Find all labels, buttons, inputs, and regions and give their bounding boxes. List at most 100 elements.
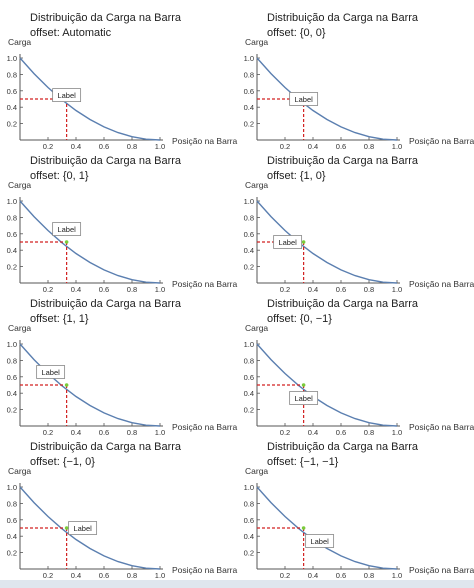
chart-subtitle: offset: {1, 0} — [267, 170, 326, 182]
y-tick-label: 0.2 — [244, 263, 254, 272]
data-point — [301, 383, 306, 387]
x-tick-label: 0.2 — [43, 428, 53, 437]
label-box — [52, 222, 82, 236]
x-tick-label: 0.6 — [99, 428, 109, 437]
x-tick-label: 1.0 — [155, 285, 165, 294]
chart-title: Distribuição da Carga na Barra — [30, 441, 182, 453]
x-axis-label: Posição na Barra — [172, 279, 238, 289]
series-line — [256, 200, 398, 284]
y-tick-label: 0.2 — [7, 120, 17, 129]
label-box — [289, 92, 319, 106]
x-tick-label: 0.4 — [308, 428, 318, 437]
x-tick-label: 0.4 — [71, 142, 81, 151]
y-tick-label: 0.2 — [7, 406, 17, 415]
x-axis-label: Posição na Barra — [409, 279, 474, 289]
chart-plot: 0.2 0.4 0.6 0.8 1.0 0.2 0.4 0.6 0.8 1.0 Label — [244, 483, 402, 580]
y-axis-label: Carga — [245, 37, 269, 47]
x-axis-label: Posição na Barra — [172, 565, 238, 575]
label-box — [305, 534, 335, 548]
y-tick-label: 0.4 — [244, 103, 254, 112]
y-tick-label: 0.8 — [244, 213, 254, 222]
x-axis-label: Posição na Barra — [172, 422, 238, 432]
data-point — [64, 383, 69, 387]
y-tick-label: 0.8 — [7, 70, 17, 79]
y-tick-label: 1.0 — [244, 340, 254, 349]
chart-plot: 0.2 0.4 0.6 0.8 1.0 0.2 0.4 0.6 0.8 1.0 Label — [7, 340, 165, 437]
y-tick-label: 0.4 — [244, 246, 254, 255]
x-tick-label: 1.0 — [155, 571, 165, 580]
x-tick-label: 0.8 — [364, 571, 374, 580]
label-box — [289, 391, 319, 405]
y-tick-label: 0.4 — [7, 389, 17, 398]
y-axis-label: Carga — [8, 466, 32, 476]
y-tick-label: 0.4 — [7, 246, 17, 255]
y-tick-label: 0.6 — [7, 373, 17, 382]
x-axis-label: Posição na Barra — [409, 136, 474, 146]
x-axis-label: Posição na Barra — [172, 136, 238, 146]
chart-panel: Distribuição da Carga na Barra offset: {… — [237, 0, 474, 151]
y-axis-label: Carga — [245, 323, 269, 333]
chart-plot: 0.2 0.4 0.6 0.8 1.0 0.2 0.4 0.6 0.8 1.0 Label — [244, 197, 402, 294]
y-tick-label: 0.6 — [7, 230, 17, 239]
y-tick-label: 0.4 — [7, 103, 17, 112]
chart-title: Distribuição da Carga na Barra — [30, 155, 182, 167]
series-line — [19, 486, 161, 570]
x-tick-label: 0.4 — [71, 571, 81, 580]
label-text: Label — [278, 238, 297, 247]
y-tick-label: 0.2 — [244, 549, 254, 558]
chart-subtitle: offset: {0, 0} — [267, 27, 326, 39]
y-tick-label: 1.0 — [7, 197, 17, 206]
chart-panel: Distribuição da Carga na Barra offset: {… — [0, 429, 238, 580]
chart-plot: 0.2 0.4 0.6 0.8 1.0 0.2 0.4 0.6 0.8 1.0 Label — [244, 54, 402, 151]
x-tick-label: 0.8 — [364, 285, 374, 294]
y-tick-label: 1.0 — [244, 197, 254, 206]
series-line — [256, 486, 398, 570]
chart-subtitle: offset: {−1, 0} — [30, 456, 95, 468]
x-tick-label: 0.2 — [280, 571, 290, 580]
x-tick-label: 0.8 — [364, 142, 374, 151]
x-tick-label: 0.8 — [127, 428, 137, 437]
y-tick-label: 1.0 — [7, 54, 17, 63]
y-tick-label: 1.0 — [244, 54, 254, 63]
x-tick-label: 0.4 — [308, 285, 318, 294]
y-tick-label: 0.2 — [7, 549, 17, 558]
x-tick-label: 1.0 — [392, 285, 402, 294]
chart-plot: 0.2 0.4 0.6 0.8 1.0 0.2 0.4 0.6 0.8 1.0 Label — [7, 54, 165, 151]
series-line — [256, 57, 398, 141]
y-tick-label: 0.2 — [7, 263, 17, 272]
x-tick-label: 0.6 — [99, 142, 109, 151]
x-tick-label: 1.0 — [155, 428, 165, 437]
x-tick-label: 0.2 — [43, 571, 53, 580]
y-tick-label: 1.0 — [7, 340, 17, 349]
chart-panel: Distribuição da Carga na Barra offset: {… — [237, 143, 474, 294]
y-axis-label: Carga — [8, 323, 32, 333]
chart-panel: Distribuição da Carga na Barra offset: A… — [0, 0, 238, 151]
x-tick-label: 0.2 — [280, 142, 290, 151]
y-axis-label: Carga — [8, 180, 32, 190]
x-tick-label: 1.0 — [392, 142, 402, 151]
x-tick-label: 0.4 — [71, 428, 81, 437]
chart-subtitle: offset: {0, −1} — [267, 313, 332, 325]
data-point — [301, 526, 306, 530]
x-tick-label: 0.6 — [336, 142, 346, 151]
chart-plot: 0.2 0.4 0.6 0.8 1.0 0.2 0.4 0.6 0.8 1.0 Label — [7, 483, 165, 580]
y-tick-label: 0.8 — [7, 213, 17, 222]
y-tick-label: 0.8 — [244, 499, 254, 508]
x-tick-label: 0.4 — [308, 571, 318, 580]
x-axis-label: Posição na Barra — [409, 565, 474, 575]
x-tick-label: 0.8 — [127, 571, 137, 580]
x-tick-label: 0.2 — [280, 285, 290, 294]
label-box — [36, 365, 66, 379]
y-axis-label: Carga — [8, 37, 32, 47]
label-text: Label — [73, 524, 92, 533]
label-text: Label — [41, 368, 60, 377]
y-tick-label: 0.8 — [7, 356, 17, 365]
data-point — [64, 240, 69, 244]
chart-plot: 0.2 0.4 0.6 0.8 1.0 0.2 0.4 0.6 0.8 1.0 Label — [7, 197, 165, 294]
chart-subtitle: offset: Automatic — [30, 27, 112, 39]
x-tick-label: 0.4 — [71, 285, 81, 294]
data-point — [301, 240, 306, 244]
label-box — [273, 235, 303, 249]
label-box — [52, 88, 82, 102]
